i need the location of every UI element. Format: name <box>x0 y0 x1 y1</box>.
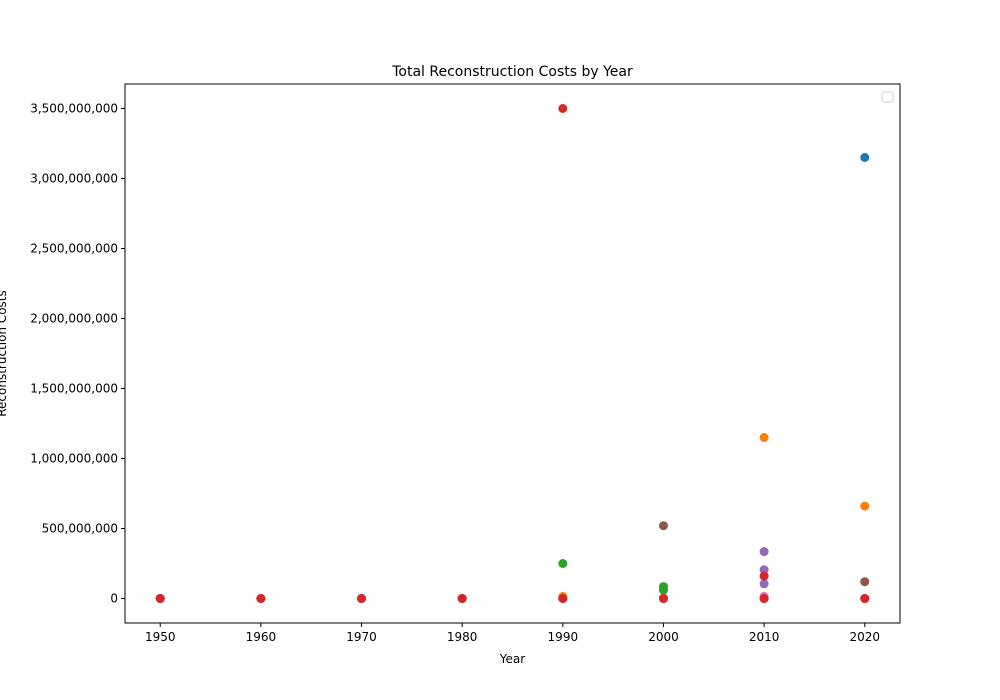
x-tick-label: 2010 <box>749 630 780 644</box>
data-point-series-6 <box>357 594 367 603</box>
plot-frame <box>124 83 901 624</box>
plot-area <box>125 84 900 623</box>
data-point-series-6 <box>558 594 568 603</box>
y-tick-label: 1,500,000,000 <box>30 382 118 396</box>
data-point-series-3 <box>759 547 769 557</box>
data-point-series-2 <box>658 585 668 595</box>
legend-box <box>881 91 894 103</box>
y-axis: 0 500,000,000 1,000,000,000 1,500,000,000 2,… <box>30 102 125 606</box>
x-tick-label: 1950 <box>145 630 176 644</box>
data-point-series-3 <box>759 565 769 575</box>
data-point-series-1 <box>860 501 870 511</box>
x-tick-label: 2000 <box>648 630 679 644</box>
y-tick-label: 2,000,000,000 <box>30 312 118 326</box>
x-tick-label: 1960 <box>246 630 277 644</box>
x-tick-label: 1980 <box>447 630 478 644</box>
y-tick-label: 3,500,000,000 <box>30 102 118 116</box>
data-point-series-6 <box>658 594 668 603</box>
data-point-series-1 <box>759 433 769 442</box>
data-point-series-6 <box>759 571 769 581</box>
data-point-series-6 <box>558 104 568 113</box>
data-point-series-3 <box>759 579 769 589</box>
y-tick-label: 3,000,000,000 <box>30 172 118 186</box>
data-point-series-6 <box>256 594 266 603</box>
data-point-series-4 <box>860 577 870 587</box>
y-tick-label: 500,000,000 <box>42 522 118 536</box>
y-tick-label: 1,000,000,000 <box>30 452 118 466</box>
y-axis-label: Reconstruction Costs <box>0 290 9 417</box>
plot-background <box>125 84 900 623</box>
x-tick-label: 2020 <box>849 630 880 644</box>
data-point-series-6 <box>155 594 165 603</box>
data-point-series-4 <box>658 521 668 531</box>
x-axis: 1950 1960 1970 1980 1990 2000 2010 2020 <box>145 623 880 644</box>
y-tick-label: 2,500,000,000 <box>30 242 118 256</box>
data-point-series-6 <box>759 594 769 603</box>
data-points <box>155 104 870 603</box>
y-tick-label: 0 <box>110 592 118 606</box>
x-axis-label: Year <box>499 652 525 666</box>
chart-title: Total Reconstruction Costs by Year <box>391 64 633 80</box>
x-tick-label: 1970 <box>346 630 377 644</box>
data-point-series-0 <box>860 153 870 162</box>
data-point-series-2 <box>558 559 568 568</box>
data-point-series-6 <box>457 594 467 603</box>
x-tick-label: 1990 <box>548 630 579 644</box>
data-point-series-6 <box>860 594 870 603</box>
